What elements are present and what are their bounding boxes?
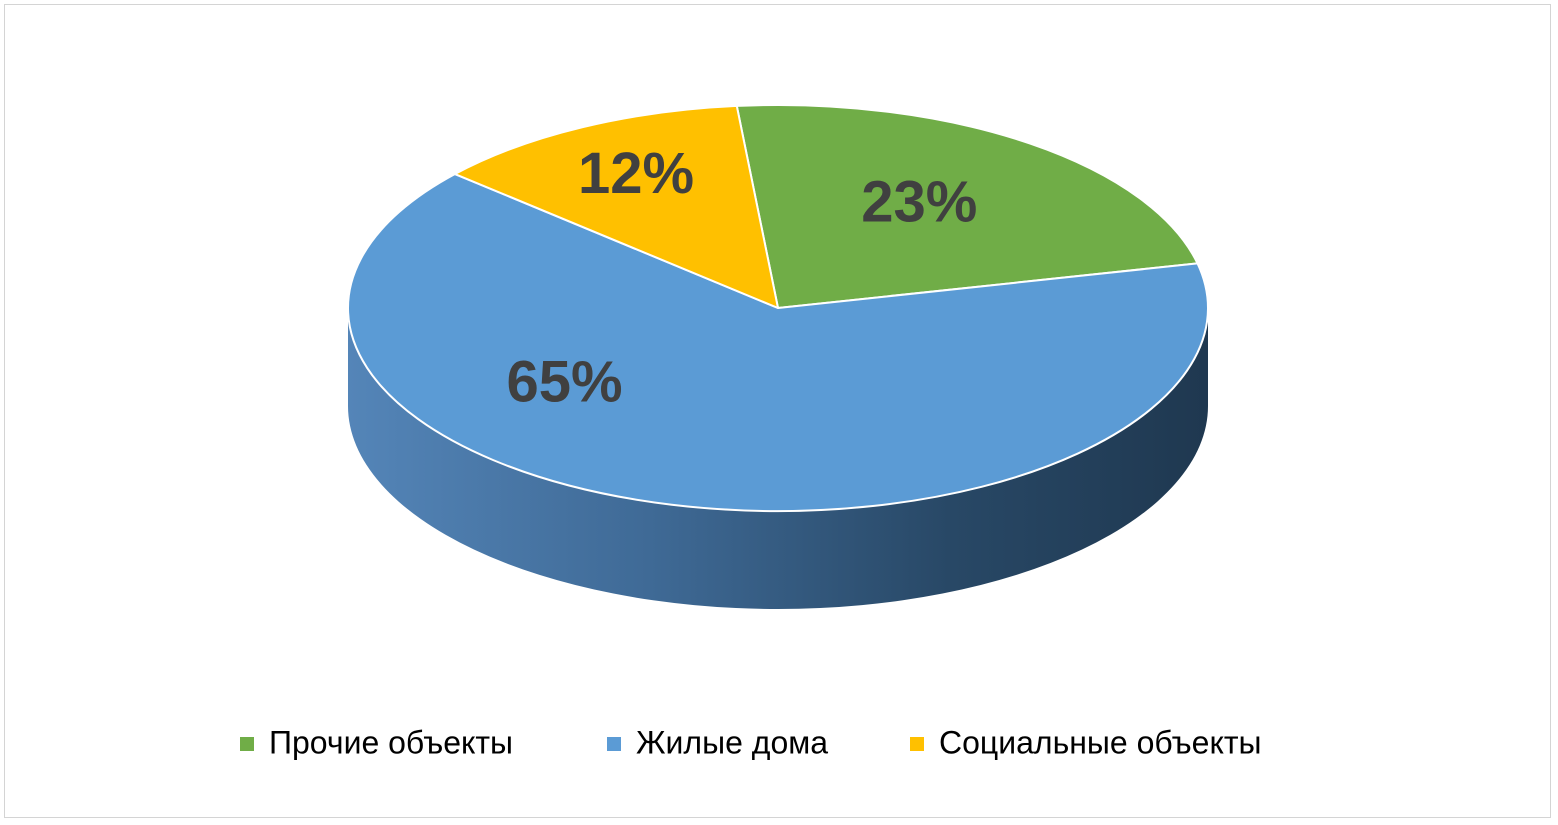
pie-side-wall xyxy=(348,308,1208,609)
pie-slice-3[interactable] xyxy=(453,104,779,309)
legend-swatch-2 xyxy=(607,737,621,751)
data-label-1: 23% xyxy=(861,169,977,234)
pie-data-labels: 23% 65% 12% xyxy=(507,141,978,415)
legend-item-3[interactable]: Социальные объекты xyxy=(910,724,1261,760)
legend: Прочие объекты Жилые дома Социальные объек… xyxy=(240,724,1261,760)
legend-item-1[interactable]: Прочие объекты xyxy=(240,724,513,760)
data-label-2: 65% xyxy=(507,350,623,415)
pie-side xyxy=(348,308,1208,609)
pie-slice-2[interactable] xyxy=(347,173,1209,512)
legend-item-2[interactable]: Жилые дома xyxy=(607,724,828,760)
legend-swatch-1 xyxy=(240,737,254,751)
legend-swatch-3 xyxy=(910,737,924,751)
legend-label-1: Прочие объекты xyxy=(269,724,513,760)
pie-slices xyxy=(347,104,1209,512)
pie-slice-1[interactable] xyxy=(735,104,1199,309)
legend-label-3: Социальные объекты xyxy=(939,724,1261,760)
data-label-3: 12% xyxy=(578,141,694,206)
legend-label-2: Жилые дома xyxy=(636,724,828,760)
